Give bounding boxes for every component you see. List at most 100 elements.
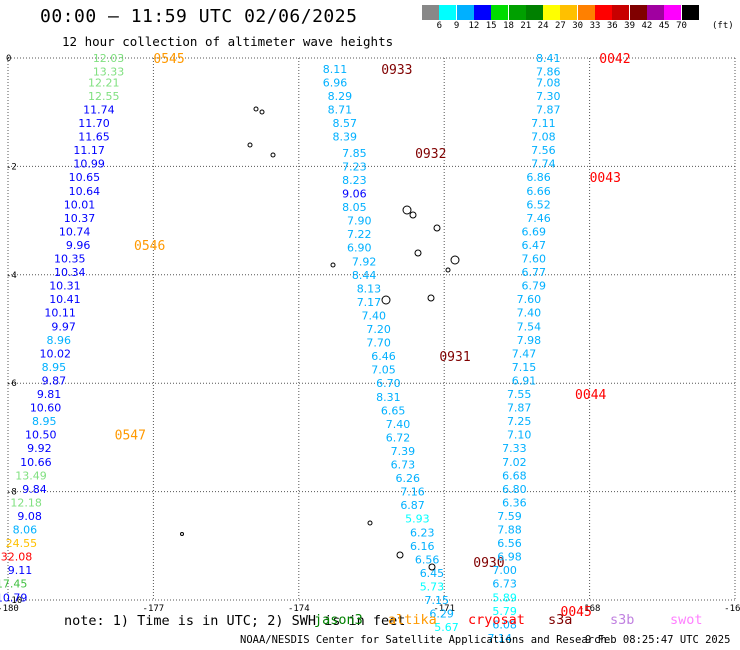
time-label: 0545 bbox=[153, 52, 184, 67]
time-label: 0931 bbox=[439, 350, 470, 365]
data-label: 6.73 bbox=[391, 459, 416, 472]
data-label: 7.08 bbox=[536, 76, 561, 89]
data-label: 10.66 bbox=[20, 456, 52, 469]
data-label: 9.92 bbox=[27, 442, 52, 455]
island-outline bbox=[253, 106, 259, 112]
data-label: 8.06 bbox=[13, 524, 38, 537]
island-outline bbox=[433, 224, 441, 232]
data-label: 11.65 bbox=[78, 131, 110, 144]
data-label: 9.81 bbox=[37, 388, 62, 401]
color-scale-box bbox=[525, 5, 543, 20]
color-scale-label: 24 bbox=[537, 21, 549, 31]
color-scale-box bbox=[560, 5, 578, 20]
data-label: 8.57 bbox=[332, 117, 357, 130]
color-scale-label: 42 bbox=[641, 21, 653, 31]
data-label: 10.99 bbox=[73, 158, 105, 171]
data-label: 12.55 bbox=[88, 90, 120, 103]
data-label: 5.73 bbox=[420, 580, 445, 593]
data-label: 8.11 bbox=[323, 63, 348, 76]
data-label: 9.11 bbox=[8, 564, 33, 577]
data-label: 6.52 bbox=[526, 198, 551, 211]
island-outline bbox=[427, 294, 435, 302]
data-label: 13.33 bbox=[93, 66, 125, 79]
data-label: 7.60 bbox=[521, 253, 546, 266]
data-label: 8.95 bbox=[32, 415, 57, 428]
legend-jason3: jason3 bbox=[314, 612, 363, 628]
data-label: 7.00 bbox=[492, 564, 517, 577]
legend-s3b: s3b bbox=[610, 612, 635, 628]
y-tick-label: -8 bbox=[6, 488, 17, 498]
data-label: 6.70 bbox=[376, 377, 401, 390]
data-label: 6.77 bbox=[521, 266, 546, 279]
color-scale-box bbox=[681, 5, 699, 20]
color-scale-box bbox=[439, 5, 457, 20]
color-scale-label: 39 bbox=[624, 21, 636, 31]
data-label: 7.33 bbox=[502, 442, 527, 455]
data-label: 7.55 bbox=[507, 388, 532, 401]
color-scale-label: 15 bbox=[485, 21, 497, 31]
data-label: 6.98 bbox=[497, 551, 522, 564]
data-label: 7.98 bbox=[517, 334, 542, 347]
time-label: 0045 bbox=[561, 605, 592, 620]
data-label: 6.73 bbox=[492, 578, 517, 591]
island-outline bbox=[180, 532, 184, 536]
data-label: 7.40 bbox=[362, 309, 387, 322]
color-scale-unit: (ft) bbox=[712, 21, 734, 31]
time-label: 0044 bbox=[575, 388, 606, 403]
data-label: 7.46 bbox=[526, 212, 551, 225]
data-label: 7.85 bbox=[342, 147, 367, 160]
data-label: 10.65 bbox=[69, 171, 101, 184]
island-outline bbox=[409, 211, 417, 219]
data-label: 10.50 bbox=[25, 429, 57, 442]
chart-subtitle: 12 hour collection of altimeter wave hei… bbox=[62, 34, 394, 49]
time-label: 0933 bbox=[381, 63, 412, 78]
legend-s3a: s3a bbox=[548, 612, 573, 628]
data-label: 10.01 bbox=[64, 198, 96, 211]
data-label: 7.88 bbox=[497, 524, 522, 537]
data-label: 8.95 bbox=[42, 361, 67, 374]
color-scale-box bbox=[543, 5, 561, 20]
data-label: 7.08 bbox=[531, 131, 556, 144]
time-label: 0932 bbox=[415, 147, 446, 162]
data-label: 7.23 bbox=[342, 160, 367, 173]
data-label: 6.47 bbox=[521, 239, 546, 252]
data-label: 7.30 bbox=[536, 90, 561, 103]
data-label: 10.74 bbox=[59, 225, 91, 238]
island-outline bbox=[450, 255, 460, 265]
island-outline bbox=[367, 520, 373, 526]
data-label: 10.02 bbox=[40, 347, 72, 360]
color-scale-box bbox=[595, 5, 612, 20]
color-scale-box bbox=[577, 5, 595, 20]
data-label: 10.34 bbox=[54, 266, 86, 279]
data-label: 7.86 bbox=[536, 66, 561, 79]
data-label: 6.69 bbox=[521, 225, 546, 238]
data-label: 10.35 bbox=[54, 253, 86, 266]
data-label: 8.31 bbox=[376, 391, 401, 404]
color-scale-label: 30 bbox=[572, 21, 584, 31]
data-label: 8.39 bbox=[332, 131, 357, 144]
color-scale-label: 36 bbox=[606, 21, 618, 31]
time-label: 0930 bbox=[473, 556, 504, 571]
data-label: 6.29 bbox=[429, 608, 454, 621]
legend-swot: swot bbox=[670, 612, 703, 628]
data-label: 6.46 bbox=[371, 350, 396, 363]
data-label: 6.56 bbox=[497, 537, 522, 550]
data-label: 7.22 bbox=[347, 228, 372, 241]
data-label: 6.79 bbox=[521, 280, 546, 293]
data-label: 11.74 bbox=[83, 103, 115, 116]
data-label: 6.90 bbox=[347, 242, 372, 255]
data-label: 9.87 bbox=[42, 374, 67, 387]
data-label: 6.91 bbox=[512, 374, 537, 387]
data-label: 5.93 bbox=[405, 513, 430, 526]
note-text: note: 1) Time is in UTC; 2) SWH is in fe… bbox=[64, 613, 406, 629]
y-tick-label: -2 bbox=[6, 162, 17, 172]
data-label: 6.72 bbox=[386, 431, 411, 444]
data-label: 6.65 bbox=[381, 404, 406, 417]
data-label: 7.10 bbox=[507, 429, 532, 442]
color-scale-label: 18 bbox=[503, 21, 514, 31]
data-label: 8.41 bbox=[536, 52, 561, 65]
y-tick-label: 0 bbox=[6, 54, 11, 64]
data-label: 10.37 bbox=[64, 212, 96, 225]
island-outline bbox=[247, 142, 253, 148]
